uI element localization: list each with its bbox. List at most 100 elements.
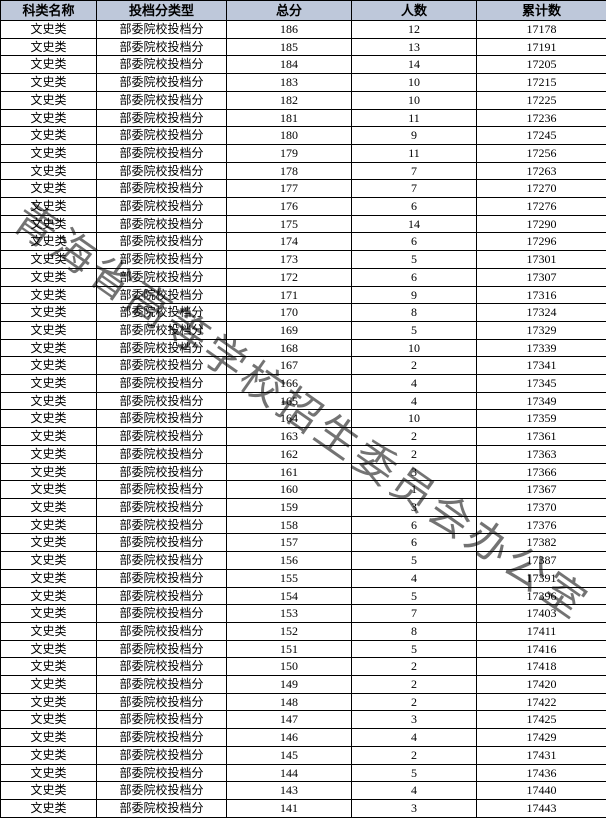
- cell-score: 163: [227, 428, 352, 446]
- cell-cumulative: 17391: [477, 569, 606, 587]
- cell-type: 部委院校投档分: [97, 339, 227, 357]
- cell-score: 176: [227, 198, 352, 216]
- cell-type: 部委院校投档分: [97, 233, 227, 251]
- table-row: 文史类部委院校投档分1851317191: [1, 38, 606, 56]
- table-row: 文史类部委院校投档分145217431: [1, 746, 606, 764]
- cell-type: 部委院校投档分: [97, 74, 227, 92]
- table-row: 文史类部委院校投档分162217363: [1, 445, 606, 463]
- table-head: 科类名称 投档分类型 总分 人数 累计数: [1, 1, 606, 21]
- cell-count: 6: [352, 516, 477, 534]
- cell-cumulative: 17178: [477, 21, 606, 39]
- table-row: 文史类部委院校投档分156517387: [1, 552, 606, 570]
- cell-score: 158: [227, 516, 352, 534]
- cell-subject: 文史类: [1, 640, 97, 658]
- cell-cumulative: 17339: [477, 339, 606, 357]
- cell-cumulative: 17301: [477, 251, 606, 269]
- cell-cumulative: 17425: [477, 711, 606, 729]
- cell-type: 部委院校投档分: [97, 144, 227, 162]
- cell-type: 部委院校投档分: [97, 729, 227, 747]
- col-header-type: 投档分类型: [97, 1, 227, 21]
- cell-type: 部委院校投档分: [97, 180, 227, 198]
- table-row: 文史类部委院校投档分143417440: [1, 782, 606, 800]
- cell-score: 148: [227, 693, 352, 711]
- cell-cumulative: 17387: [477, 552, 606, 570]
- cell-type: 部委院校投档分: [97, 498, 227, 516]
- cell-cumulative: 17215: [477, 74, 606, 92]
- cell-cumulative: 17376: [477, 516, 606, 534]
- cell-count: 2: [352, 445, 477, 463]
- cell-count: 5: [352, 640, 477, 658]
- cell-count: 4: [352, 392, 477, 410]
- cell-count: 13: [352, 38, 477, 56]
- cell-subject: 文史类: [1, 445, 97, 463]
- cell-subject: 文史类: [1, 676, 97, 694]
- table-row: 文史类部委院校投档分153717403: [1, 605, 606, 623]
- cell-type: 部委院校投档分: [97, 746, 227, 764]
- table-row: 文史类部委院校投档分169517329: [1, 321, 606, 339]
- cell-type: 部委院校投档分: [97, 251, 227, 269]
- cell-subject: 文史类: [1, 38, 97, 56]
- table-row: 文史类部委院校投档分180917245: [1, 127, 606, 145]
- cell-count: 8: [352, 304, 477, 322]
- cell-subject: 文史类: [1, 693, 97, 711]
- cell-type: 部委院校投档分: [97, 428, 227, 446]
- table-row: 文史类部委院校投档分161317366: [1, 463, 606, 481]
- cell-type: 部委院校投档分: [97, 198, 227, 216]
- cell-type: 部委院校投档分: [97, 552, 227, 570]
- cell-type: 部委院校投档分: [97, 268, 227, 286]
- header-row: 科类名称 投档分类型 总分 人数 累计数: [1, 1, 606, 21]
- cell-score: 181: [227, 109, 352, 127]
- cell-score: 143: [227, 782, 352, 800]
- score-table: 科类名称 投档分类型 总分 人数 累计数 文史类部委院校投档分186121717…: [0, 0, 606, 818]
- cell-count: 2: [352, 676, 477, 694]
- cell-type: 部委院校投档分: [97, 375, 227, 393]
- table-row: 文史类部委院校投档分174617296: [1, 233, 606, 251]
- cell-score: 159: [227, 498, 352, 516]
- cell-cumulative: 17431: [477, 746, 606, 764]
- cell-type: 部委院校投档分: [97, 215, 227, 233]
- cell-cumulative: 17416: [477, 640, 606, 658]
- cell-score: 168: [227, 339, 352, 357]
- table-row: 文史类部委院校投档分172617307: [1, 268, 606, 286]
- cell-count: 6: [352, 268, 477, 286]
- cell-subject: 文史类: [1, 587, 97, 605]
- cell-count: 8: [352, 622, 477, 640]
- cell-score: 177: [227, 180, 352, 198]
- table-row: 文史类部委院校投档分1641017359: [1, 410, 606, 428]
- page-wrap: 科类名称 投档分类型 总分 人数 累计数 文史类部委院校投档分186121717…: [0, 0, 606, 818]
- cell-count: 7: [352, 162, 477, 180]
- table-row: 文史类部委院校投档分141317443: [1, 799, 606, 817]
- cell-cumulative: 17429: [477, 729, 606, 747]
- cell-score: 178: [227, 162, 352, 180]
- cell-count: 11: [352, 144, 477, 162]
- cell-score: 167: [227, 357, 352, 375]
- cell-score: 182: [227, 91, 352, 109]
- table-row: 文史类部委院校投档分173517301: [1, 251, 606, 269]
- cell-cumulative: 17345: [477, 375, 606, 393]
- cell-count: 2: [352, 658, 477, 676]
- table-row: 文史类部委院校投档分150217418: [1, 658, 606, 676]
- col-header-count: 人数: [352, 1, 477, 21]
- cell-subject: 文史类: [1, 569, 97, 587]
- cell-subject: 文史类: [1, 144, 97, 162]
- cell-subject: 文史类: [1, 428, 97, 446]
- cell-score: 157: [227, 534, 352, 552]
- cell-cumulative: 17349: [477, 392, 606, 410]
- cell-count: 10: [352, 339, 477, 357]
- cell-subject: 文史类: [1, 74, 97, 92]
- cell-count: 9: [352, 127, 477, 145]
- cell-subject: 文史类: [1, 339, 97, 357]
- cell-count: 9: [352, 286, 477, 304]
- table-row: 文史类部委院校投档分178717263: [1, 162, 606, 180]
- cell-score: 153: [227, 605, 352, 623]
- cell-subject: 文史类: [1, 180, 97, 198]
- cell-subject: 文史类: [1, 215, 97, 233]
- table-row: 文史类部委院校投档分160117367: [1, 481, 606, 499]
- cell-cumulative: 17263: [477, 162, 606, 180]
- cell-type: 部委院校投档分: [97, 91, 227, 109]
- cell-cumulative: 17359: [477, 410, 606, 428]
- cell-type: 部委院校投档分: [97, 516, 227, 534]
- cell-subject: 文史类: [1, 764, 97, 782]
- cell-type: 部委院校投档分: [97, 622, 227, 640]
- cell-score: 145: [227, 746, 352, 764]
